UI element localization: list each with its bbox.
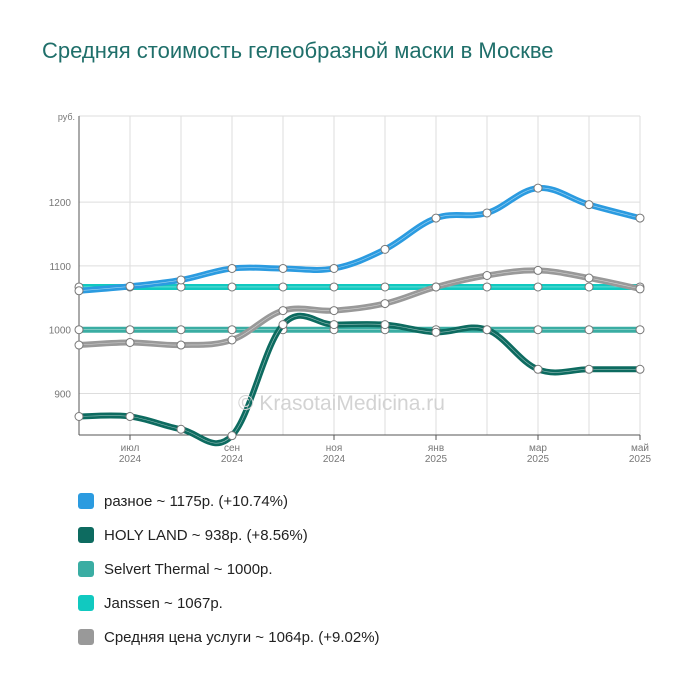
data-point[interactable] <box>176 275 186 285</box>
legend-label: Средняя цена услуги ~ 1064р. (+9.02%) <box>104 628 380 646</box>
data-point[interactable] <box>533 364 543 374</box>
data-point[interactable] <box>74 411 84 421</box>
data-point[interactable] <box>125 337 135 347</box>
data-point[interactable] <box>533 325 543 335</box>
legend-item[interactable]: HOLY LAND ~ 938р. (+8.56%) <box>78 518 380 552</box>
data-point[interactable] <box>125 411 135 421</box>
data-point[interactable] <box>278 263 288 273</box>
legend-item[interactable]: разное ~ 1175р. (+10.74%) <box>78 484 380 518</box>
data-point[interactable] <box>227 325 237 335</box>
data-point[interactable] <box>482 325 492 335</box>
data-point[interactable] <box>329 320 339 330</box>
line-chart: 900100011001200руб.июл2024сен2024ноя2024… <box>49 112 652 465</box>
y-tick-label: 1100 <box>49 262 71 273</box>
data-point[interactable] <box>74 340 84 350</box>
x-tick-label-month: июл <box>121 443 140 454</box>
data-point[interactable] <box>584 273 594 283</box>
x-tick-label-month: мар <box>529 443 547 454</box>
x-tick-label-year: 2024 <box>221 454 244 465</box>
data-point[interactable] <box>329 306 339 316</box>
legend-swatch <box>78 595 94 611</box>
data-point[interactable] <box>380 320 390 330</box>
series-line-highlight <box>78 187 641 292</box>
data-point[interactable] <box>278 282 288 292</box>
data-point[interactable] <box>278 306 288 316</box>
data-point[interactable] <box>74 286 84 296</box>
chart-legend: разное ~ 1175р. (+10.74%) HOLY LAND ~ 938… <box>78 484 380 654</box>
x-tick-label-year: 2025 <box>527 454 550 465</box>
chart-title: Средняя стоимость гелеобразной маски в М… <box>42 38 554 63</box>
legend-swatch <box>78 527 94 543</box>
y-tick-label: 1000 <box>49 326 72 337</box>
watermark: © KrasotaiMedicina.ru <box>238 392 445 415</box>
legend-label: Janssen ~ 1067р. <box>104 594 223 612</box>
data-point[interactable] <box>74 325 84 335</box>
data-point[interactable] <box>227 335 237 345</box>
data-point[interactable] <box>482 271 492 280</box>
data-point[interactable] <box>635 213 645 223</box>
data-point[interactable] <box>176 325 186 335</box>
legend-label: HOLY LAND ~ 938р. (+8.56%) <box>104 526 308 544</box>
data-point[interactable] <box>482 282 492 292</box>
legend-label: Selvert Thermal ~ 1000р. <box>104 560 273 578</box>
data-point[interactable] <box>227 263 237 273</box>
data-point[interactable] <box>431 213 441 223</box>
legend-item[interactable]: Janssen ~ 1067р. <box>78 586 380 620</box>
data-point[interactable] <box>125 281 135 291</box>
data-point[interactable] <box>176 340 186 350</box>
legend-label: разное ~ 1175р. (+10.74%) <box>104 492 289 510</box>
data-point[interactable] <box>329 263 339 273</box>
data-point[interactable] <box>380 299 390 309</box>
data-point[interactable] <box>431 327 441 337</box>
data-point[interactable] <box>635 364 645 374</box>
data-point[interactable] <box>584 200 594 210</box>
series-line-разное <box>76 185 643 294</box>
legend-swatch <box>78 561 94 577</box>
data-point[interactable] <box>584 282 594 292</box>
x-tick-label-year: 2024 <box>323 454 346 465</box>
x-tick-label-month: май <box>631 443 649 454</box>
y-axis-label: руб. <box>58 112 75 122</box>
legend-swatch <box>78 629 94 645</box>
x-tick-label-month: ноя <box>326 443 343 454</box>
series-line-holy-land <box>76 312 643 447</box>
data-point[interactable] <box>584 325 594 335</box>
data-point[interactable] <box>380 244 390 254</box>
data-point[interactable] <box>431 282 441 292</box>
x-tick-label-month: янв <box>428 443 444 454</box>
x-tick-label-year: 2025 <box>629 454 652 465</box>
y-tick-label: 1200 <box>49 198 72 209</box>
data-point[interactable] <box>176 424 186 434</box>
data-point[interactable] <box>227 431 237 441</box>
data-point[interactable] <box>533 282 543 292</box>
data-point[interactable] <box>380 282 390 292</box>
x-tick-label-year: 2025 <box>425 454 448 465</box>
data-point[interactable] <box>635 284 645 294</box>
legend-item[interactable]: Средняя цена услуги ~ 1064р. (+9.02%) <box>78 620 380 654</box>
data-point[interactable] <box>329 282 339 292</box>
data-point[interactable] <box>278 320 288 330</box>
data-point[interactable] <box>533 265 543 275</box>
data-point[interactable] <box>482 208 492 218</box>
y-tick-label: 900 <box>54 390 71 401</box>
x-tick-label-month: сен <box>224 443 240 454</box>
legend-swatch <box>78 493 94 509</box>
data-point[interactable] <box>533 183 543 193</box>
data-point[interactable] <box>125 325 135 335</box>
data-point[interactable] <box>584 364 594 374</box>
data-point[interactable] <box>227 282 237 292</box>
x-tick-label-year: 2024 <box>119 454 142 465</box>
legend-item[interactable]: Selvert Thermal ~ 1000р. <box>78 552 380 586</box>
data-point[interactable] <box>635 325 645 335</box>
